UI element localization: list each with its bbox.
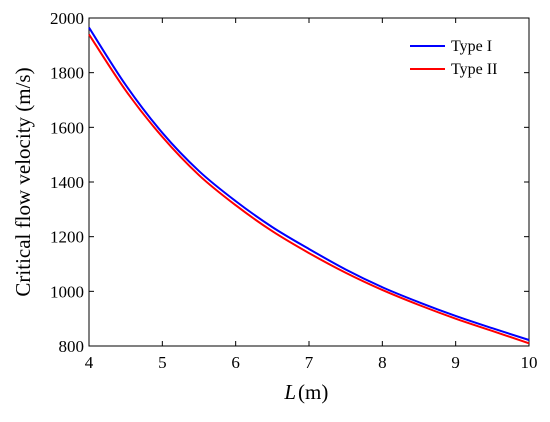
y-tick-labels: 800 1000 1200 1400 1600 1800 2000	[50, 9, 84, 356]
y-tick-label: 1800	[50, 64, 84, 83]
x-axis-label-symbol: L	[283, 380, 296, 404]
x-axis-label-unit: (m)	[298, 380, 328, 404]
x-tick-labels: 4 5 6 7 8 9 10	[85, 353, 538, 372]
legend-label: Type II	[451, 61, 497, 78]
y-tick-label: 1400	[50, 173, 84, 192]
x-tick-label: 8	[378, 353, 387, 372]
y-tick-label: 1000	[50, 282, 84, 301]
y-tick-label: 800	[59, 337, 85, 356]
x-tick-label: 6	[231, 353, 240, 372]
x-tick-label: 7	[305, 353, 314, 372]
series-line-type-i	[88, 27, 530, 341]
series-lines	[88, 27, 530, 345]
y-tick-label: 1200	[50, 228, 84, 247]
y-axis-label: Critical flow velocity (m/s)	[11, 67, 35, 296]
series-line-type-ii	[88, 33, 530, 345]
x-tick-label: 4	[85, 353, 94, 372]
legend-label: Type I	[451, 38, 492, 55]
legend: Type I Type II	[410, 38, 497, 78]
y-tick-label: 2000	[50, 9, 84, 28]
x-tick-label: 10	[521, 353, 538, 372]
x-tick-label: 5	[158, 353, 167, 372]
axis-ticks	[88, 17, 530, 347]
y-tick-label: 1600	[50, 118, 84, 137]
x-tick-label: 9	[451, 353, 460, 372]
x-axis-label: L (m)	[283, 380, 328, 404]
plot-area	[88, 17, 530, 347]
